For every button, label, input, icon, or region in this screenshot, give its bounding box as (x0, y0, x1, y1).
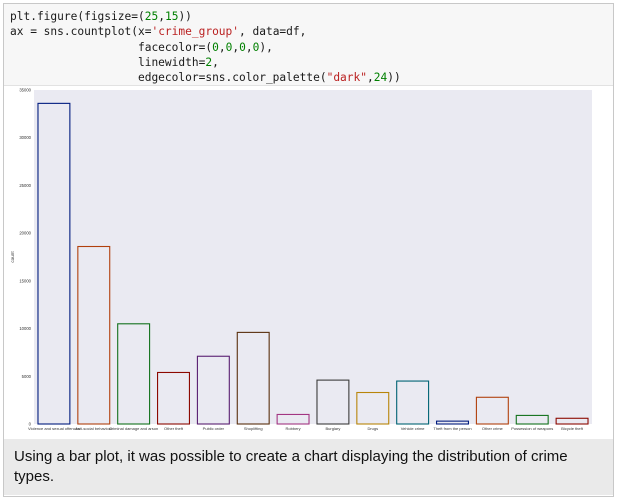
bar (515, 414, 549, 425)
bar (356, 391, 390, 425)
chart-container: 0 5000 10000 15000 20000 25000 30000 35000 count… (4, 87, 613, 437)
bar (37, 102, 71, 425)
code-line: ax = sns.countplot(x='crime_group', data… (10, 25, 307, 39)
y-tick-label: 5000 (22, 374, 32, 379)
bar (117, 323, 151, 425)
x-tick-label: Shoplifting (244, 426, 263, 431)
x-tick-label: Theft from the person (433, 426, 471, 431)
y-tick-label: 25000 (19, 183, 31, 188)
x-tick-label: Possession of weapons (511, 426, 553, 431)
bar-chart: 0 5000 10000 15000 20000 25000 30000 35000 count… (10, 88, 592, 431)
x-tick-label: Public order (203, 426, 225, 431)
code-line: edgecolor=sns.color_palette("dark",24)) (10, 71, 401, 85)
y-tick-label: 0 (29, 422, 32, 427)
bar (196, 355, 230, 425)
x-tick-label: Other theft (164, 426, 184, 431)
y-tick-label: 15000 (19, 278, 31, 283)
x-tick-label: Violence and sexual offences (28, 426, 80, 431)
x-tick-label: Anti-social behaviour (75, 426, 113, 431)
bar (555, 417, 589, 425)
code-cell: plt.figure(figsize=(25,15)) ax = sns.cou… (4, 4, 613, 86)
x-tick-label: Drugs (367, 426, 378, 431)
bar (77, 245, 111, 425)
code-line: plt.figure(figsize=(25,15)) (10, 10, 192, 23)
x-tick-label: Robbery (286, 426, 301, 431)
bar (236, 331, 270, 425)
y-tick-label: 20000 (19, 231, 31, 236)
caption-text: Using a bar plot, it was possible to cre… (4, 439, 613, 495)
bar (316, 379, 350, 425)
plot-background (34, 90, 592, 424)
x-tick-label: Other crime (482, 426, 504, 431)
x-tick-label: Burglary (325, 426, 340, 431)
y-axis-label: count (10, 251, 15, 263)
bar (396, 380, 430, 425)
x-tick-label: Criminal damage and arson (109, 426, 158, 431)
y-tick-label: 35000 (19, 88, 31, 93)
y-tick-label: 30000 (19, 135, 31, 140)
code-line: linewidth=2, (10, 55, 219, 69)
code-line: facecolor=(0,0,0,0), (10, 40, 273, 54)
bar (436, 420, 469, 425)
y-tick-label: 10000 (19, 326, 31, 331)
bar (475, 396, 509, 425)
x-tick-label: Vehicle crime (401, 426, 426, 431)
bar (157, 371, 190, 425)
x-tick-label: Bicycle theft (561, 426, 583, 431)
bar (276, 413, 310, 425)
